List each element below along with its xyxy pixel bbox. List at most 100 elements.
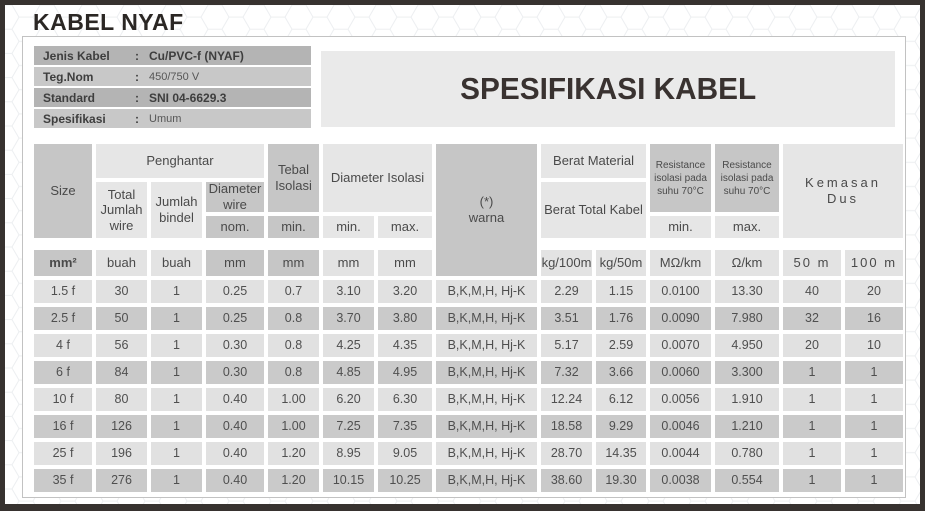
info-value: SNI 04-6629.3	[149, 90, 227, 105]
info-row-standard: Standard : SNI 04-6629.3	[34, 88, 311, 107]
header-jumlah-bindel: Jumlah bindel	[151, 182, 202, 238]
cell-tebal_min: 1.20	[268, 442, 319, 465]
cell-dus50: 40	[783, 280, 841, 303]
info-label: Teg.Nom	[43, 69, 94, 84]
cell-warna: B,K,M,H, Hj-K	[436, 307, 537, 330]
cell-res_min: 0.0070	[650, 334, 711, 357]
cell-kg100: 2.29	[541, 280, 592, 303]
cell-res_max: 0.780	[715, 442, 779, 465]
cell-bindel: 1	[151, 334, 202, 357]
unit-mohm-km: MΩ/km	[650, 250, 711, 276]
cell-kg100: 5.17	[541, 334, 592, 357]
header-total-jumlah-wire: Total Jumlah wire	[96, 182, 147, 238]
cell-res_max: 0.554	[715, 469, 779, 492]
info-colon: :	[135, 111, 139, 126]
cell-total_wire: 56	[96, 334, 147, 357]
cell-dia_wire_nom: 0.30	[206, 334, 264, 357]
cell-res_max: 7.980	[715, 307, 779, 330]
header-size: Size	[34, 144, 92, 238]
cell-kg100: 12.24	[541, 388, 592, 411]
cell-res_min: 0.0044	[650, 442, 711, 465]
cell-res_min: 0.0056	[650, 388, 711, 411]
header-diameter-isolasi: Diameter Isolasi	[323, 144, 432, 212]
cell-res_min: 0.0038	[650, 469, 711, 492]
cell-size: 4 f	[34, 334, 92, 357]
cell-dia_iso_min: 4.25	[323, 334, 374, 357]
cell-total_wire: 126	[96, 415, 147, 438]
cell-dia_iso_max: 4.95	[378, 361, 432, 384]
info-row-spesifikasi: Spesifikasi : Umum	[34, 109, 311, 128]
unit-mm: mm	[323, 250, 374, 276]
header-tebal-isolasi: Tebal Isolasi	[268, 144, 319, 212]
cell-dia_wire_nom: 0.40	[206, 388, 264, 411]
header-resistance-max: Resistance isolasi pada suhu 70°C	[715, 144, 779, 212]
cell-bindel: 1	[151, 307, 202, 330]
info-row-jenis-kabel: Jenis Kabel : Cu/PVC-f (NYAF)	[34, 46, 311, 65]
cell-kg100: 18.58	[541, 415, 592, 438]
header-diameter-wire: Diameter wire	[206, 181, 264, 212]
cell-dia_iso_min: 4.85	[323, 361, 374, 384]
cell-dus50: 1	[783, 469, 841, 492]
header-diameter-isolasi-max: max.	[378, 216, 432, 238]
spec-header-box: SPESIFIKASI KABEL	[321, 51, 895, 127]
cell-dus50: 32	[783, 307, 841, 330]
cell-dus50: 20	[783, 334, 841, 357]
unit-buah: buah	[96, 250, 147, 276]
cell-kg100: 7.32	[541, 361, 592, 384]
header-berat-material: Berat Material	[541, 144, 646, 178]
cell-res_min: 0.0090	[650, 307, 711, 330]
cell-kg50: 1.15	[596, 280, 646, 303]
cell-size: 35 f	[34, 469, 92, 492]
cell-warna: B,K,M,H, Hj-K	[436, 415, 537, 438]
cell-dus100: 1	[845, 361, 903, 384]
cell-kg50: 9.29	[596, 415, 646, 438]
page-title: KABEL NYAF	[33, 9, 184, 35]
cell-dus100: 20	[845, 280, 903, 303]
cell-res_max: 3.300	[715, 361, 779, 384]
info-colon: :	[135, 69, 139, 84]
info-value: Cu/PVC-f (NYAF)	[149, 48, 244, 63]
cell-tebal_min: 0.8	[268, 334, 319, 357]
spec-panel: Jenis Kabel : Cu/PVC-f (NYAF) Teg.Nom : …	[22, 36, 906, 498]
cell-warna: B,K,M,H, Hj-K	[436, 334, 537, 357]
header-penghantar: Penghantar	[96, 144, 264, 178]
cell-total_wire: 276	[96, 469, 147, 492]
cell-size: 2.5 f	[34, 307, 92, 330]
cell-size: 6 f	[34, 361, 92, 384]
cell-dia_iso_min: 7.25	[323, 415, 374, 438]
cell-dus100: 10	[845, 334, 903, 357]
cell-dia_iso_min: 3.10	[323, 280, 374, 303]
cell-res_max: 1.210	[715, 415, 779, 438]
cell-res_min: 0.0060	[650, 361, 711, 384]
cell-tebal_min: 1.00	[268, 415, 319, 438]
cell-bindel: 1	[151, 361, 202, 384]
unit-mm: mm	[378, 250, 432, 276]
cell-total_wire: 84	[96, 361, 147, 384]
cell-bindel: 1	[151, 388, 202, 411]
cell-bindel: 1	[151, 280, 202, 303]
cell-size: 10 f	[34, 388, 92, 411]
cell-dia_iso_max: 10.25	[378, 469, 432, 492]
cell-dia_wire_nom: 0.25	[206, 280, 264, 303]
cell-kg50: 1.76	[596, 307, 646, 330]
cell-tebal_min: 0.8	[268, 307, 319, 330]
cell-res_max: 1.910	[715, 388, 779, 411]
info-row-teg-nom: Teg.Nom : 450/750 V	[34, 67, 311, 86]
header-kemasan-dus: Kemasan Dus	[783, 144, 903, 238]
unit-size-mm2: mm²	[34, 250, 92, 276]
header-resistance-min-label: min.	[650, 216, 711, 238]
cell-res_max: 13.30	[715, 280, 779, 303]
spec-table: Size Penghantar Total Jumlah wire Jumlah…	[34, 144, 903, 492]
cell-kg50: 3.66	[596, 361, 646, 384]
cell-warna: B,K,M,H, Hj-K	[436, 361, 537, 384]
cell-dus100: 1	[845, 388, 903, 411]
cell-dia_iso_max: 3.80	[378, 307, 432, 330]
cell-bindel: 1	[151, 415, 202, 438]
cell-dia_iso_max: 7.35	[378, 415, 432, 438]
cell-total_wire: 50	[96, 307, 147, 330]
spec-header-title: SPESIFIKASI KABEL	[459, 71, 756, 106]
cell-dia_wire_nom: 0.40	[206, 442, 264, 465]
cell-total_wire: 30	[96, 280, 147, 303]
unit-ohm-km: Ω/km	[715, 250, 779, 276]
